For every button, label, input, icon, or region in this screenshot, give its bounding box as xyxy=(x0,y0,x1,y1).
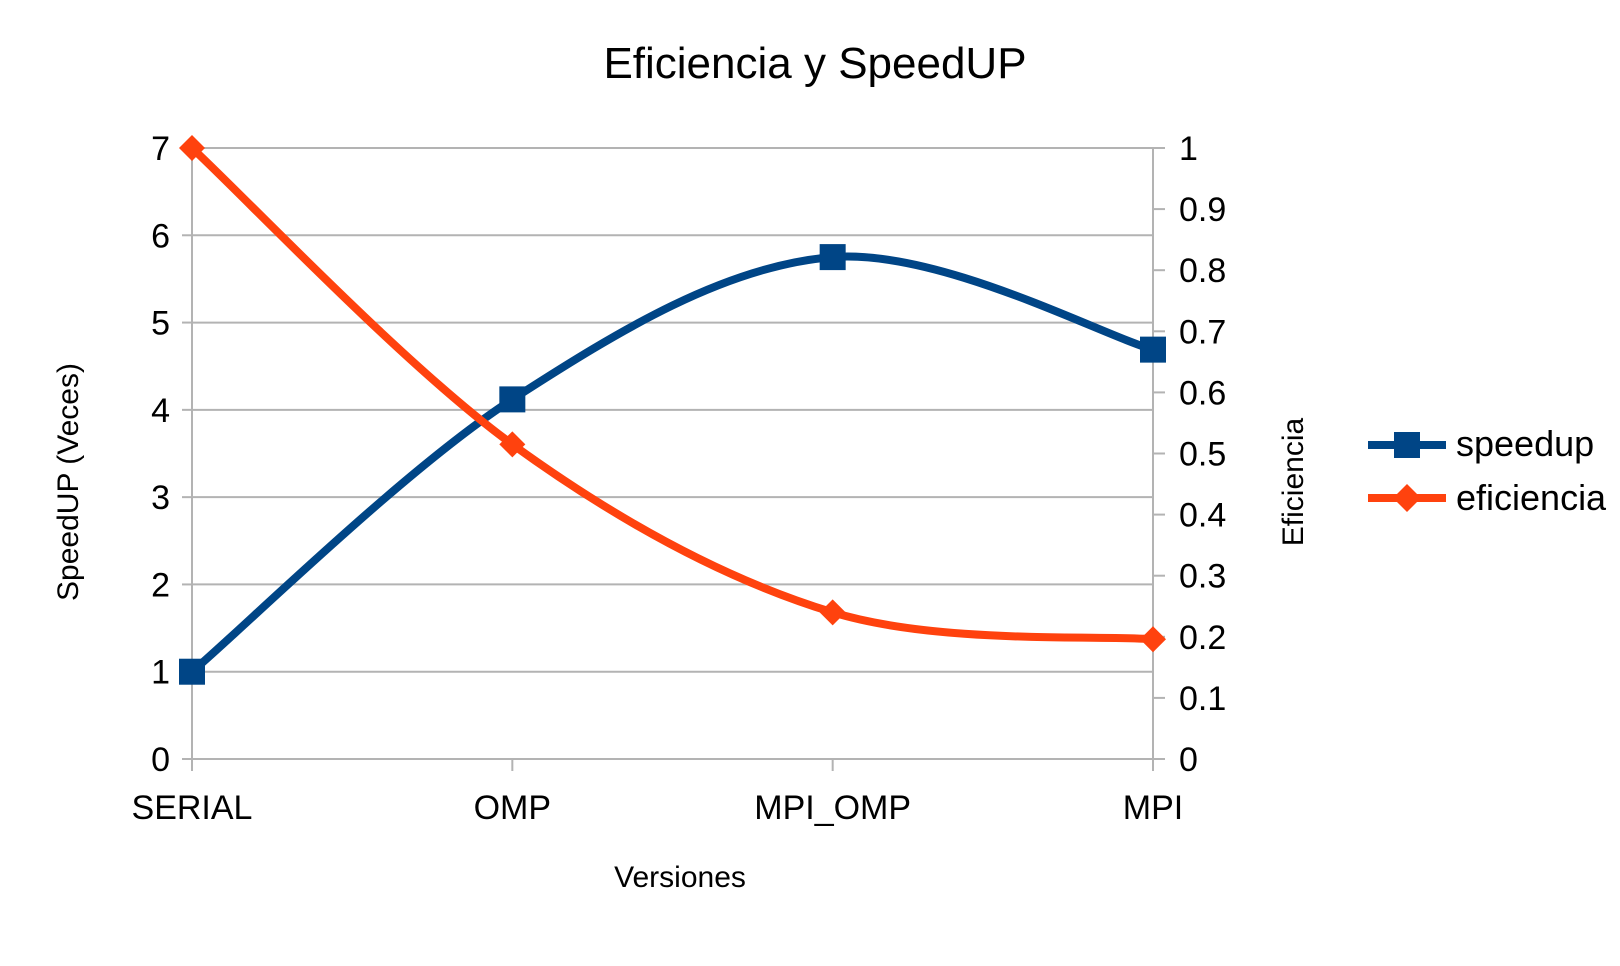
y-tick-label: 3 xyxy=(151,479,170,517)
data-point-speedup xyxy=(499,386,526,413)
y-tick-label: 4 xyxy=(151,392,170,430)
y2-tick-label: 0.4 xyxy=(1179,497,1226,535)
y-tick-label: 6 xyxy=(151,217,170,255)
legend-item-speedup: speedup xyxy=(1368,423,1594,464)
y2-tick-label: 0.7 xyxy=(1179,313,1226,351)
legend-label-eficiencia: eficiencia xyxy=(1456,477,1607,518)
series-line-eficiencia xyxy=(188,144,1157,644)
x-tick-label: OMP xyxy=(474,789,551,827)
chart-title: Eficiencia y SpeedUP xyxy=(603,39,1026,88)
legend-marker-speedup xyxy=(1394,432,1420,458)
y-tick-label: 5 xyxy=(151,305,170,343)
series-line-speedup xyxy=(188,252,1157,676)
y2-tick-label: 0.3 xyxy=(1179,558,1226,596)
x-tick-label: MPI_OMP xyxy=(754,789,911,827)
tick-labels: 0 1 2 3 4 5 6 7 0 0.1 0.2 0.3 0.4 0.5 0.6 0.7 0.8 0.9 1 SER… xyxy=(132,130,1227,827)
legend-label-speedup: speedup xyxy=(1456,423,1594,464)
legend: speedup eficiencia xyxy=(1368,423,1607,518)
gridlines xyxy=(192,147,1153,760)
y2-tick-label: 0.1 xyxy=(1179,680,1226,718)
data-point-eficiencia xyxy=(819,599,846,626)
legend-marker-eficiencia xyxy=(1393,484,1421,512)
x-tick-label: SERIAL xyxy=(132,789,253,827)
y2-tick-label: 0 xyxy=(1179,741,1198,779)
series-layer xyxy=(179,135,1166,685)
y-axis-label: SpeedUP (Veces) xyxy=(52,363,85,601)
data-point-speedup xyxy=(1140,336,1166,363)
data-point-eficiencia xyxy=(1140,626,1166,653)
data-point-speedup xyxy=(819,244,846,271)
x-axis-label: Versiones xyxy=(614,861,746,894)
y2-tick-label: 0.8 xyxy=(1179,252,1226,290)
data-point-eficiencia xyxy=(179,135,205,161)
y2-tick-label: 0.6 xyxy=(1179,374,1226,412)
y2-axis-label: Eficiencia xyxy=(1277,417,1310,546)
axes xyxy=(182,147,1165,771)
y2-tick-label: 0.2 xyxy=(1179,619,1226,657)
legend-item-eficiencia: eficiencia xyxy=(1368,477,1607,518)
y-tick-label: 7 xyxy=(151,130,170,168)
y2-tick-label: 0.9 xyxy=(1179,191,1226,229)
y-tick-label: 0 xyxy=(151,741,170,779)
y2-tick-label: 0.5 xyxy=(1179,436,1226,474)
x-tick-label: MPI xyxy=(1123,789,1183,827)
data-point-eficiencia xyxy=(499,431,526,458)
data-point-speedup xyxy=(179,658,205,685)
y-tick-label: 1 xyxy=(151,654,170,692)
y-tick-label: 2 xyxy=(151,566,170,604)
y2-tick-label: 1 xyxy=(1179,130,1198,168)
